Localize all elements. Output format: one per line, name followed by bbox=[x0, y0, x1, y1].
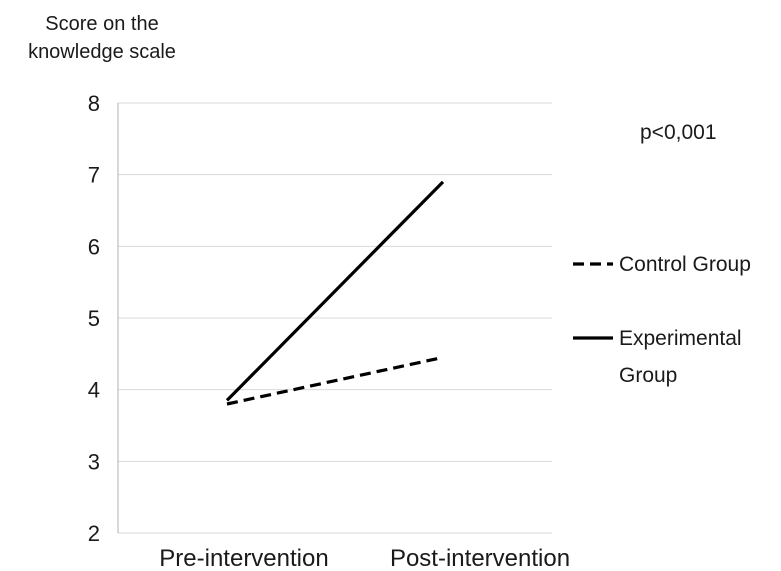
x-tick-label: Post-intervention bbox=[390, 545, 570, 571]
y-tick-label: 6 bbox=[88, 234, 100, 259]
y-axis-label: Score on the knowledge scale bbox=[28, 13, 176, 63]
p-value-annotation: p<0,001 bbox=[640, 121, 717, 144]
legend-item: Control Group bbox=[573, 253, 751, 276]
y-tick-label: 4 bbox=[88, 378, 100, 403]
y-axis-label-line: knowledge scale bbox=[28, 41, 176, 63]
legend: Control Group Experimental Group bbox=[573, 253, 751, 387]
x-tick-label: Pre-intervention bbox=[159, 545, 328, 571]
y-tick-labels: 2 3 4 5 6 7 8 bbox=[88, 91, 100, 546]
experimental-group-line bbox=[225, 180, 445, 402]
legend-label: Experimental Group bbox=[619, 327, 742, 387]
y-axis-label-line: Score on the bbox=[45, 13, 158, 35]
y-tick-label: 3 bbox=[88, 449, 100, 474]
legend-item: Experimental Group bbox=[573, 327, 742, 387]
control-group-line bbox=[226, 355, 444, 406]
legend-label-line: Group bbox=[619, 364, 677, 387]
series-lines bbox=[225, 180, 445, 406]
y-tick-label: 5 bbox=[88, 306, 100, 331]
x-tick-labels: Pre-intervention Post-intervention bbox=[159, 545, 570, 571]
legend-label-line: Control Group bbox=[619, 253, 751, 276]
legend-label-line: Experimental bbox=[619, 327, 742, 350]
gridlines bbox=[118, 102, 552, 534]
y-tick-label: 7 bbox=[88, 163, 100, 188]
legend-label: Control Group bbox=[619, 253, 751, 276]
y-tick-label: 8 bbox=[88, 91, 100, 116]
y-tick-label: 2 bbox=[88, 521, 100, 546]
